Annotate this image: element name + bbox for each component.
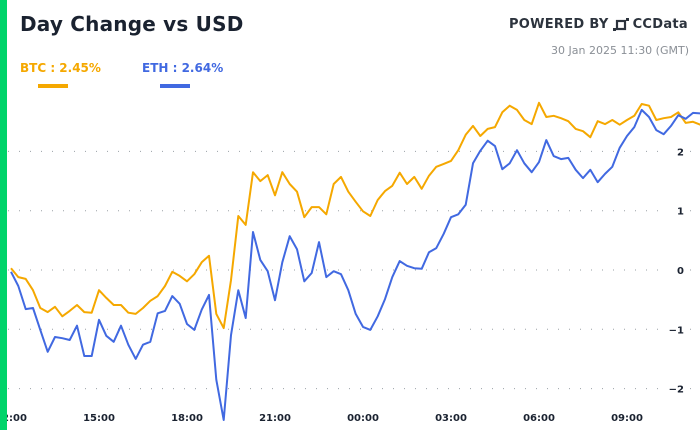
legend-eth-swatch xyxy=(160,84,190,88)
brand-name: CCData xyxy=(632,17,688,32)
y-tick-label: −2 xyxy=(669,385,684,396)
y-tick-label: −1 xyxy=(669,325,684,336)
y-tick-label: 0 xyxy=(677,266,684,277)
tick-bg xyxy=(662,202,686,219)
x-tick-label: 21:00 xyxy=(259,413,291,424)
powered-by-label: POWERED BY xyxy=(508,17,609,32)
x-tick-label: 12:00 xyxy=(0,413,27,424)
series-line-eth xyxy=(10,108,700,421)
ccdata-logo-icon xyxy=(612,17,629,31)
series-line-btc xyxy=(10,101,700,330)
legend-btc-swatch xyxy=(38,84,68,88)
x-tick-label: 06:00 xyxy=(523,413,555,424)
tick-bg xyxy=(662,262,686,278)
x-tick-label: 09:00 xyxy=(611,413,643,424)
x-tick-label: 00:00 xyxy=(347,413,379,424)
accent-bar-overlay xyxy=(0,0,7,430)
legend-eth: ETH : 2.64% xyxy=(142,61,224,75)
tick-bg xyxy=(662,321,686,338)
y-tick-label: 1 xyxy=(677,207,684,218)
x-tick-label: 03:00 xyxy=(435,413,467,424)
tick-bg xyxy=(662,380,686,397)
tick-bg xyxy=(662,143,686,160)
x-tick-label: 18:00 xyxy=(171,413,203,424)
chart-title: Day Change vs USD xyxy=(20,12,244,36)
legend-btc: BTC : 2.45% xyxy=(20,61,101,75)
timestamp: 30 Jan 2025 11:30 (GMT) xyxy=(551,44,689,57)
y-tick-label: 2 xyxy=(677,147,684,158)
powered-by: POWERED BY CCData xyxy=(509,17,688,32)
x-tick-label: 15:00 xyxy=(83,413,115,424)
